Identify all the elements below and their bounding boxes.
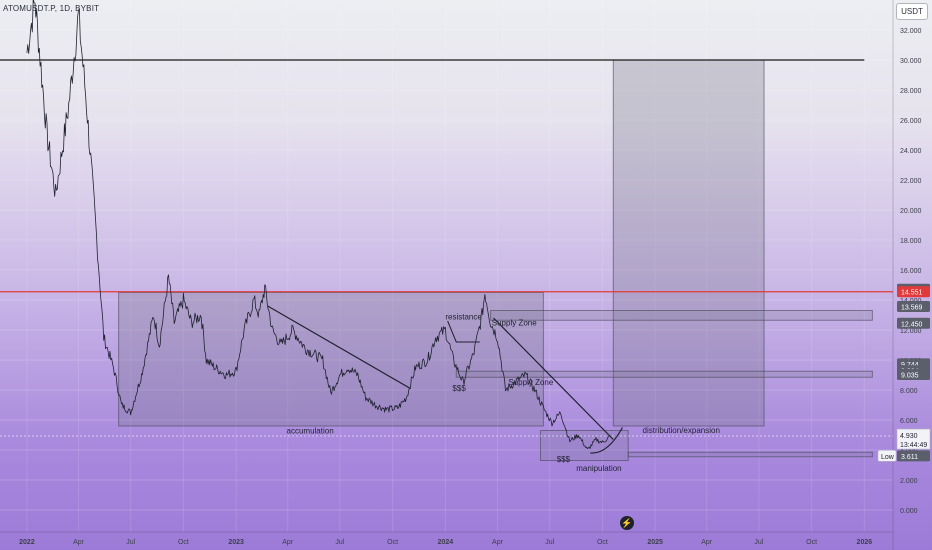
annotation-accumulation: accumulation [287, 427, 334, 436]
horizontal-lines-layer [0, 59, 893, 437]
y-tick-label: 8.000 [900, 388, 918, 395]
annotation-supply-zone-lower: Supply Zone [508, 378, 553, 387]
price-label: 3.611 [897, 450, 930, 462]
y-tick-label: 12.000 [900, 328, 922, 335]
currency-badge[interactable]: USDT [896, 3, 928, 20]
price-label-text: 9.035 [901, 372, 919, 379]
price-label: 14.551 [897, 286, 930, 298]
trendline-2024 [493, 317, 614, 440]
x-tick-label: 2022 [19, 539, 35, 546]
y-tick-label: 16.000 [900, 268, 922, 275]
resistance-bracket [447, 320, 480, 343]
manipulation-box [540, 430, 629, 461]
y-tick-label: 20.000 [900, 208, 922, 215]
y-tick-label: 2.000 [900, 478, 918, 485]
supply-zone-upper [490, 310, 873, 321]
price-label-bg [897, 300, 930, 312]
annotation-distribution: distribution/expansion [643, 426, 720, 435]
y-tick-label: 18.000 [900, 238, 922, 245]
low-tag-text: Low [881, 454, 895, 461]
target-box [612, 59, 765, 427]
lightning-icon[interactable]: ⚡ [620, 516, 634, 530]
price-label: 13.569 [897, 300, 930, 312]
accumulation-box [118, 292, 544, 427]
annotation-manipulation: manipulation [576, 464, 621, 473]
y-tick-label: 22.000 [900, 178, 922, 185]
x-tick-label: Apr [73, 539, 85, 546]
price-label-text: 3.611 [901, 454, 918, 461]
annotation-resistance: resistance [445, 313, 482, 322]
ticker-label: ATOMUSDT.P, 1D, BYBIT [3, 4, 100, 13]
price-label-bg [897, 317, 930, 329]
price-label-text: 12.450 [901, 321, 923, 328]
reversal-curve [590, 427, 623, 454]
price-label-text: 13.569 [901, 304, 923, 311]
current-price-box [896, 428, 931, 450]
y-tick-label: 26.000 [900, 118, 922, 125]
y-tick-label: 24.000 [900, 148, 922, 155]
low-zone [627, 451, 873, 458]
x-tick-label: Oct [178, 539, 189, 546]
x-tick-label: Oct [597, 539, 608, 546]
price-label: 9.035 [897, 368, 930, 380]
y-tick-label: 0.000 [900, 508, 918, 515]
y-tick-label: 6.000 [900, 418, 918, 425]
zones-layer [118, 59, 873, 461]
y-tick-label: 30.000 [900, 58, 922, 65]
price-line [26, 0, 611, 450]
price-label-bg [897, 286, 930, 298]
trendlines-layer [267, 305, 623, 454]
y-tick-label: 32.000 [900, 28, 922, 35]
annotation-supply-zone-upper: Supply Zone [492, 319, 537, 328]
grid-layer [0, 0, 893, 532]
x-tick-label: 2026 [857, 539, 873, 546]
annotation-dollars-2: $$$ [557, 455, 571, 464]
supply-zone-lower [455, 370, 873, 378]
trendline-2023 [267, 305, 411, 390]
price-label-text: 14.551 [901, 290, 923, 297]
price-label: 12.450 [897, 317, 930, 329]
x-tick-label: Oct [806, 539, 817, 546]
price-label-bg [897, 368, 930, 380]
annotations-layer: accumulation resistance Supply Zone Supply … [287, 313, 720, 474]
x-tick-label: Jul [754, 539, 763, 546]
x-tick-label: 2025 [647, 539, 663, 546]
price-label-bg [897, 450, 930, 462]
x-tick-label: Apr [282, 539, 294, 546]
x-tick-label: Apr [492, 539, 504, 546]
x-tick-label: 2024 [438, 539, 454, 546]
x-tick-label: Oct [387, 539, 398, 546]
x-tick-label: 2023 [228, 539, 244, 546]
x-tick-label: Jul [335, 539, 344, 546]
x-tick-label: Jul [545, 539, 554, 546]
price-series-layer [26, 0, 611, 450]
x-tick-label: Jul [126, 539, 135, 546]
y-tick-label: 28.000 [900, 88, 922, 95]
x-tick-label: Apr [701, 539, 713, 546]
countdown-text: 13:44:49 [900, 442, 927, 449]
annotation-dollars-1: $$$ [452, 384, 466, 393]
current-price-value: 4.930 [900, 433, 918, 440]
low-tag-bg [877, 450, 897, 462]
